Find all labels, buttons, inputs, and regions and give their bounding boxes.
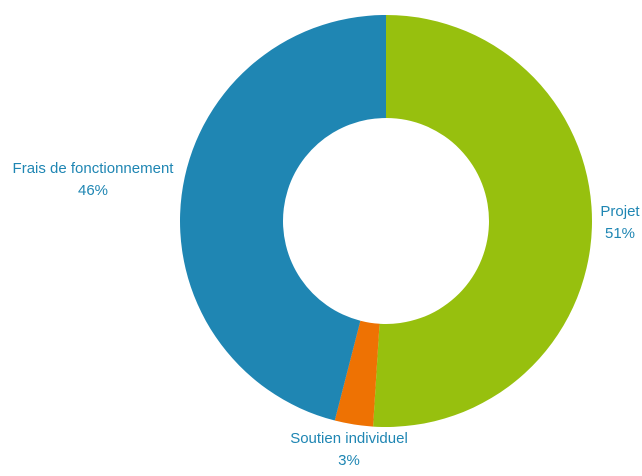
slice-label-value: 3% — [338, 452, 360, 469]
slice-label-group: Projet 51% — [600, 203, 640, 242]
slice-soutien-individuel — [334, 320, 380, 427]
slice-projet — [373, 15, 593, 427]
slice-label-name: Soutien individuel — [290, 430, 408, 447]
slice-label-value: 46% — [78, 182, 108, 199]
slice-frais-de-fonctionnement — [179, 15, 386, 421]
slice-label-name: Projet — [600, 203, 640, 220]
slice-label-group: Frais de fonctionnement 46% — [13, 160, 175, 199]
slice-label-value: 51% — [605, 225, 635, 242]
slice-label-name: Frais de fonctionnement — [13, 160, 175, 177]
slice-label-group: Soutien individuel 3% — [290, 430, 408, 469]
